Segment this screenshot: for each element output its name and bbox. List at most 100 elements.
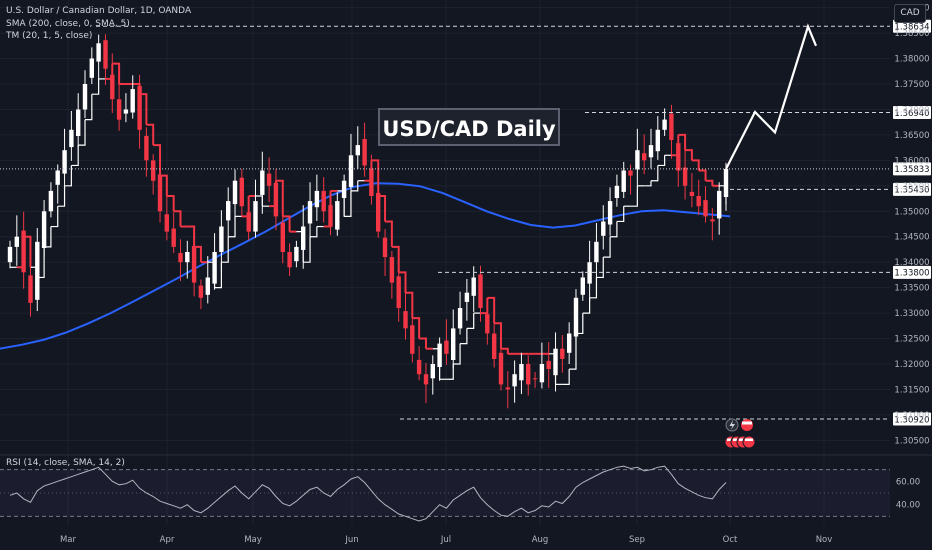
tm-segment <box>228 216 236 238</box>
candle-body <box>7 246 13 263</box>
candle-body <box>512 374 517 387</box>
candle-body <box>280 222 285 252</box>
grid <box>0 0 890 525</box>
event-icons[interactable] <box>724 418 756 449</box>
chart-title-annotation: USD/CAD Daily <box>378 108 560 146</box>
candle-body <box>35 241 40 300</box>
price-tick-label: 1.35500 <box>894 182 929 192</box>
candle-body <box>437 343 442 367</box>
price-level-label: 1.35833 <box>894 165 929 175</box>
candle-body <box>471 277 476 296</box>
candle-body <box>321 190 326 212</box>
tm-segment <box>350 180 359 192</box>
tm-segment <box>166 195 175 212</box>
candle-body <box>689 191 695 196</box>
symbol-legend[interactable]: U.S. Dollar / Canadian Dollar, 1D, OANDA <box>6 6 192 16</box>
projection-arrow <box>725 23 818 170</box>
rsi-tick-label: 40.00 <box>896 501 920 511</box>
candle-body <box>76 109 81 136</box>
candle-body <box>157 174 163 212</box>
candle-body <box>21 230 26 273</box>
candle-body <box>55 170 60 185</box>
candle-body <box>273 182 279 217</box>
candle-body <box>614 185 620 198</box>
candle-body <box>382 237 388 257</box>
candle-body <box>389 257 395 283</box>
price-level-tag <box>893 106 931 120</box>
flag-stripe <box>742 421 752 425</box>
tm-segment <box>310 226 318 238</box>
tm-segment <box>466 313 475 329</box>
tm-segment <box>378 195 387 222</box>
time-tick-label: Apr <box>160 535 175 545</box>
price-tick-label: 1.33500 <box>894 284 929 294</box>
tm-segment <box>453 343 461 365</box>
price-tick-label: 1.36000 <box>894 156 929 166</box>
tm-segment <box>644 180 652 187</box>
tm-segment <box>460 328 468 345</box>
tm-segment <box>160 174 168 196</box>
candle-body <box>505 387 510 390</box>
candle-body <box>526 364 531 385</box>
price-tick-label: 1.32000 <box>894 360 929 370</box>
candle-body <box>28 275 33 303</box>
candle-body <box>246 212 251 232</box>
candle-body <box>553 348 558 376</box>
candle-body <box>478 274 483 308</box>
candle-body <box>287 252 292 268</box>
tm-segment <box>173 210 182 227</box>
rsi-legend[interactable]: RSI (14, close, SMA, 14, 2) <box>6 458 125 468</box>
candle-body <box>430 364 435 379</box>
price-level-tag <box>893 265 931 279</box>
candle-body <box>355 145 360 156</box>
price-tick-label: 1.32500 <box>894 335 929 345</box>
tm-segment <box>44 226 52 248</box>
candle-body <box>717 190 722 219</box>
tm-segment <box>589 277 598 299</box>
candle-body <box>226 201 231 221</box>
candle-body <box>676 143 681 171</box>
candle-body <box>369 168 374 196</box>
tm-segment <box>139 93 148 125</box>
price-level-tag <box>893 19 931 33</box>
rsi-tick-label: 60.00 <box>896 477 920 487</box>
candle-body <box>48 190 54 212</box>
time-tick-label: Aug <box>532 535 549 545</box>
horizontal-levels[interactable]: 1.38634 1.36940 1.35833 1.35430 1.33800 1.309… <box>0 19 931 426</box>
tm-segment <box>616 206 625 223</box>
tm-segment <box>57 185 66 207</box>
candle-body <box>519 364 524 381</box>
candle-body <box>648 145 654 158</box>
price-level-label: 1.36940 <box>894 109 929 119</box>
tm-segment <box>575 313 584 335</box>
candle-body <box>642 153 647 161</box>
candle-body <box>696 196 701 207</box>
tm-segment <box>85 94 93 121</box>
candle-body <box>205 277 210 295</box>
candle-body <box>219 226 224 252</box>
price-tick-label: 1.38500 <box>894 29 929 39</box>
price-tick-label: 1.33000 <box>894 309 929 319</box>
sma-legend[interactable]: SMA (200, close, 0, SMA, 5) <box>6 18 130 29</box>
candle-body <box>314 190 320 208</box>
tm-segment <box>500 347 509 354</box>
time-tick-label: Sep <box>629 535 645 545</box>
candle-body <box>403 311 408 329</box>
flag-icon <box>741 419 753 431</box>
candle-body <box>376 192 381 232</box>
candle-body <box>492 333 497 359</box>
candle-body <box>485 314 490 334</box>
time-tick-label: Mar <box>60 535 77 545</box>
candle-body <box>328 205 333 227</box>
tm-segment <box>64 165 72 187</box>
currency-button[interactable]: CAD <box>894 4 926 23</box>
tm-segment <box>146 123 155 146</box>
candle-body <box>164 214 169 232</box>
price-tick-label: 1.36500 <box>894 131 929 141</box>
tm-segment <box>282 215 291 232</box>
tm-legend[interactable]: TM (20, 1, 5, close) <box>6 31 93 41</box>
chart-legend: U.S. Dollar / Canadian Dollar, 1D, OANDA… <box>6 5 191 43</box>
candlesticks <box>7 34 729 409</box>
